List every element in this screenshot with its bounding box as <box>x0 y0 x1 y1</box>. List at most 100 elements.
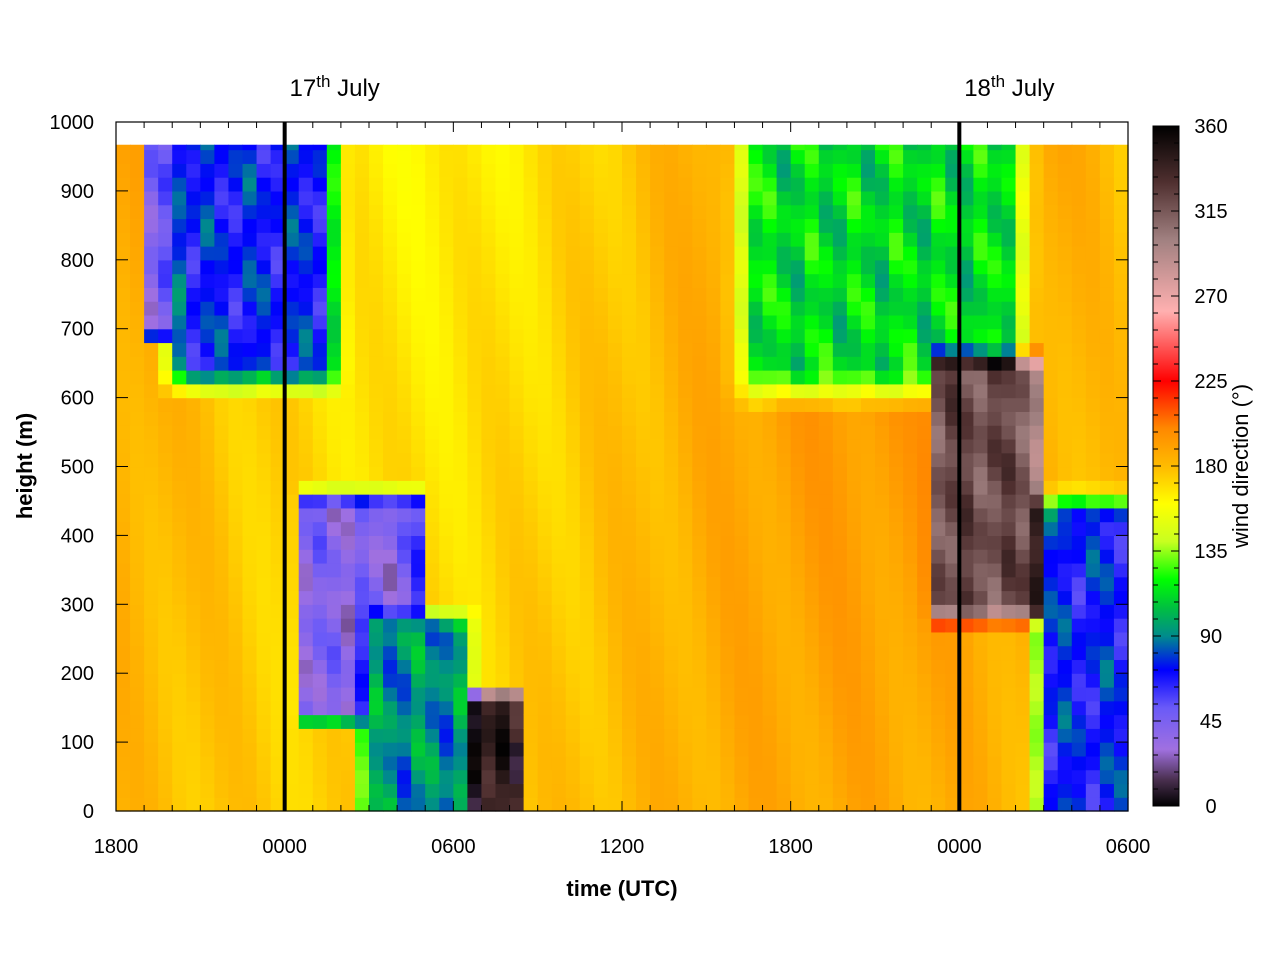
heatmap-cell <box>1113 411 1129 426</box>
heatmap-cell <box>945 383 960 399</box>
heatmap-cell <box>1085 287 1101 302</box>
heatmap-cell <box>706 673 721 688</box>
heatmap-cell <box>439 521 454 536</box>
heatmap-cell <box>678 576 693 592</box>
heatmap-cell <box>270 370 286 385</box>
heatmap-cell <box>1099 659 1115 674</box>
heatmap-cell <box>551 700 567 716</box>
heatmap-cell <box>818 411 834 426</box>
heatmap-cell <box>790 755 806 771</box>
heatmap-cell <box>242 370 258 385</box>
heatmap-cell <box>734 287 750 302</box>
heatmap-cell <box>748 742 764 757</box>
heatmap-cell <box>1099 356 1115 371</box>
heatmap-cell <box>593 342 609 357</box>
heatmap-cell <box>664 535 679 550</box>
heatmap-cell <box>790 452 806 468</box>
heatmap-cell <box>158 314 173 330</box>
heatmap-cell <box>1071 535 1087 550</box>
heatmap-cell <box>116 507 131 523</box>
heatmap-cell <box>706 700 721 716</box>
heatmap-cell <box>565 714 581 729</box>
heatmap-cell <box>186 411 201 426</box>
heatmap-cell <box>214 631 230 647</box>
heatmap-cell <box>1029 466 1045 481</box>
heatmap-cell <box>326 397 342 412</box>
heatmap-cell <box>354 521 370 536</box>
heatmap-cell <box>622 700 637 716</box>
heatmap-cell <box>425 232 440 247</box>
heatmap-cell <box>397 370 412 385</box>
heatmap-cell <box>340 314 356 330</box>
heatmap-cell <box>889 562 904 578</box>
heatmap-cell <box>776 714 792 729</box>
heatmap-cell <box>889 301 904 316</box>
heatmap-cell <box>607 645 623 661</box>
heatmap-cell <box>607 494 623 509</box>
heatmap-cell <box>748 259 764 275</box>
heatmap-cell <box>593 314 609 330</box>
heatmap-cell <box>144 328 159 344</box>
heatmap-cell <box>1057 273 1073 288</box>
heatmap-cell <box>917 342 932 357</box>
heatmap-cell <box>130 645 145 661</box>
heatmap-cell <box>875 480 890 495</box>
heatmap-cell <box>369 797 384 812</box>
heatmap-cell <box>790 480 806 495</box>
x-axis: 1800 0000 0600 1200 1800 0000 0600 <box>94 122 1150 858</box>
heatmap-cell <box>875 259 890 275</box>
heatmap-cell <box>875 576 890 592</box>
heatmap-cell <box>790 686 806 702</box>
heatmap-cell <box>481 494 497 509</box>
heatmap-cell <box>481 590 497 605</box>
heatmap-cell <box>846 246 862 261</box>
heatmap-cell <box>130 769 145 785</box>
heatmap-cell <box>1085 728 1101 743</box>
heatmap-cell <box>256 314 272 330</box>
heatmap-cell <box>875 769 890 785</box>
heatmap-cell <box>931 356 946 371</box>
date-marker-label: 18th July <box>964 72 1054 102</box>
heatmap-cell <box>369 686 384 702</box>
x-tick-label: 0000 <box>937 836 982 858</box>
heatmap-cell <box>369 783 384 798</box>
heatmap-cell <box>748 144 764 151</box>
heatmap-cell <box>650 190 665 206</box>
heatmap-cell <box>453 480 468 495</box>
heatmap-cell <box>748 177 764 192</box>
heatmap-cell <box>860 535 876 550</box>
heatmap-cell <box>242 163 258 178</box>
heatmap-cell <box>411 714 426 729</box>
heatmap-cell <box>818 631 834 647</box>
heatmap-cell <box>242 190 258 206</box>
heatmap-cell <box>130 631 145 647</box>
heatmap-cell <box>298 659 314 674</box>
heatmap-cell <box>397 301 412 316</box>
heatmap-cell <box>1099 466 1115 481</box>
heatmap-cell <box>200 535 215 550</box>
heatmap-cell <box>1113 521 1129 536</box>
heatmap-cell <box>439 769 454 785</box>
heatmap-cell <box>959 480 974 495</box>
heatmap-cell <box>397 783 412 798</box>
heatmap-cell <box>523 494 539 509</box>
heatmap-cell <box>439 246 454 261</box>
heatmap-cell <box>762 356 778 371</box>
heatmap-cell <box>959 328 974 344</box>
heatmap-cell <box>565 149 581 164</box>
heatmap-cell <box>931 287 946 302</box>
heatmap-cell <box>945 728 960 743</box>
heatmap-cell <box>1015 356 1031 371</box>
heatmap-cell <box>509 755 525 771</box>
heatmap-cell <box>889 755 904 771</box>
heatmap-cell <box>509 425 525 440</box>
heatmap-cell <box>832 218 848 233</box>
heatmap-cell <box>551 576 567 592</box>
heatmap-cell <box>579 273 595 288</box>
heatmap-cell <box>804 356 820 371</box>
heatmap-cell <box>397 604 412 619</box>
heatmap-cell <box>495 438 511 454</box>
heatmap-cell <box>903 246 918 261</box>
heatmap-cell <box>537 301 553 316</box>
heatmap-cell <box>383 797 398 812</box>
